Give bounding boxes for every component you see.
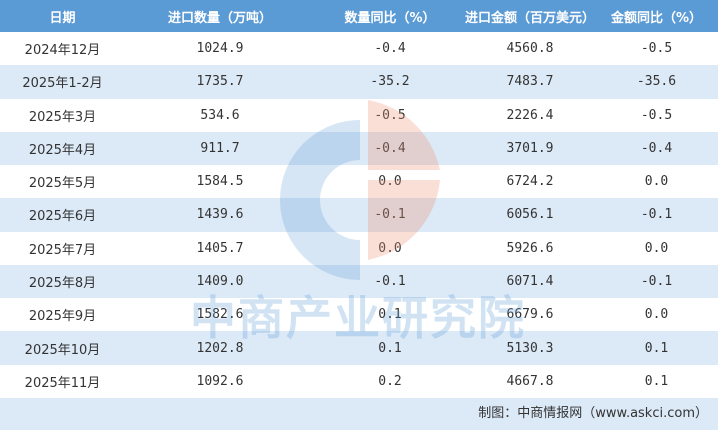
header-cell: 金额同比（%） xyxy=(610,10,703,26)
date-cell: 2025年1-2月 xyxy=(22,76,103,92)
footer-text: 制图：中商情报网（www.askci.com） xyxy=(478,406,708,421)
value-cell: -0.5 xyxy=(640,107,673,123)
value-cell: 0.1 xyxy=(644,340,669,356)
header-cell: 日期 xyxy=(49,10,76,26)
value-cell: 0.2 xyxy=(378,373,402,389)
date-cell: 2025年10月 xyxy=(24,342,101,358)
value-cell: -0.1 xyxy=(374,274,406,290)
value-cell: -0.4 xyxy=(374,140,406,156)
value-cell: 1409.0 xyxy=(196,274,244,290)
value-cell: -35.2 xyxy=(370,74,410,90)
value-cell: 1439.6 xyxy=(196,207,244,223)
table-row: 2025年3月 534.6 -0.5 2226.4 -0.5 xyxy=(0,98,718,132)
value-cell: 2226.4 xyxy=(506,107,554,123)
value-cell: 4667.8 xyxy=(506,373,554,389)
value-cell: 0.1 xyxy=(644,373,669,389)
value-cell: 1582.6 xyxy=(196,307,244,323)
date-cell: 2025年7月 xyxy=(28,242,97,258)
table-row: 2025年8月 1409.0 -0.1 6071.4 -0.1 xyxy=(0,264,718,299)
date-cell: 2025年6月 xyxy=(28,209,97,225)
footer: 制图：中商情报网（www.askci.com） xyxy=(0,398,718,430)
value-cell: 3701.9 xyxy=(506,140,554,156)
date-cell: 2024年12月 xyxy=(24,43,101,59)
value-cell: 6724.2 xyxy=(506,174,554,190)
header-row: 日期 进口数量（万吨） 数量同比（%） 进口金额（百万美元） 金额同比（%） xyxy=(0,0,718,32)
value-cell: 6056.1 xyxy=(506,207,554,223)
date-cell: 2025年11月 xyxy=(24,375,101,391)
value-cell: 0.0 xyxy=(644,307,669,323)
date-cell: 2025年4月 xyxy=(28,142,97,158)
header-cell: 进口数量（万吨） xyxy=(167,10,272,26)
table-row: 2025年1-2月 1735.7 -35.2 7483.7 -35.6 xyxy=(0,65,718,99)
date-cell: 2025年8月 xyxy=(28,276,97,292)
value-cell: -0.5 xyxy=(374,107,406,123)
value-cell: 1405.7 xyxy=(196,240,244,256)
table-row: 2025年7月 1405.7 0.0 5926.6 0.0 xyxy=(0,231,718,265)
table-row: 2025年10月 1202.8 0.1 5130.3 0.1 xyxy=(0,331,718,365)
value-cell: 1202.8 xyxy=(196,340,244,356)
value-cell: 1584.5 xyxy=(196,174,244,190)
date-cell: 2025年5月 xyxy=(28,176,97,192)
table-row: 2025年6月 1439.6 -0.1 6056.1 -0.1 xyxy=(0,198,718,232)
value-cell: 1735.7 xyxy=(196,74,244,90)
value-cell: -0.1 xyxy=(374,207,406,223)
value-cell: 5926.6 xyxy=(506,240,554,256)
value-cell: 1092.6 xyxy=(196,373,244,389)
value-cell: 911.7 xyxy=(200,140,240,156)
table-row: 2025年5月 1584.5 0.0 6724.2 0.0 xyxy=(0,165,718,199)
table-row: 2025年11月 1092.6 0.2 4667.8 0.1 xyxy=(0,364,718,398)
date-cell: 2025年3月 xyxy=(28,109,97,125)
value-cell: 0.0 xyxy=(378,240,402,256)
value-cell: 0.1 xyxy=(378,307,402,323)
value-cell: 7483.7 xyxy=(506,74,554,90)
value-cell: -0.1 xyxy=(640,274,673,290)
watermark-text: 中商产业研究院 xyxy=(190,291,526,345)
value-cell: -0.5 xyxy=(640,41,673,57)
value-cell: -0.4 xyxy=(640,140,673,156)
value-cell: 5130.3 xyxy=(506,340,554,356)
value-cell: -0.1 xyxy=(640,207,673,223)
value-cell: 0.0 xyxy=(644,240,669,256)
value-cell: 0.1 xyxy=(378,340,402,356)
header-cell: 数量同比（%） xyxy=(344,10,436,26)
date-cell: 2025年9月 xyxy=(28,309,97,325)
header-cell: 进口金额（百万美元） xyxy=(465,10,596,26)
value-cell: 6071.4 xyxy=(506,274,554,290)
value-cell: 534.6 xyxy=(200,107,240,123)
value-cell: 1024.9 xyxy=(196,41,244,57)
table-row: 2025年4月 911.7 -0.4 3701.9 -0.4 xyxy=(0,131,718,166)
value-cell: 6679.6 xyxy=(506,307,554,323)
value-cell: -35.6 xyxy=(636,74,677,90)
value-cell: 0.0 xyxy=(644,174,669,190)
value-cell: 0.0 xyxy=(378,174,402,190)
value-cell: 4560.8 xyxy=(506,41,554,57)
table-row: 2024年12月 1024.9 -0.4 4560.8 -0.5 xyxy=(0,32,718,66)
value-cell: -0.4 xyxy=(374,41,406,57)
table-row: 2025年9月 1582.6 0.1 6679.6 0.0 xyxy=(0,298,718,332)
